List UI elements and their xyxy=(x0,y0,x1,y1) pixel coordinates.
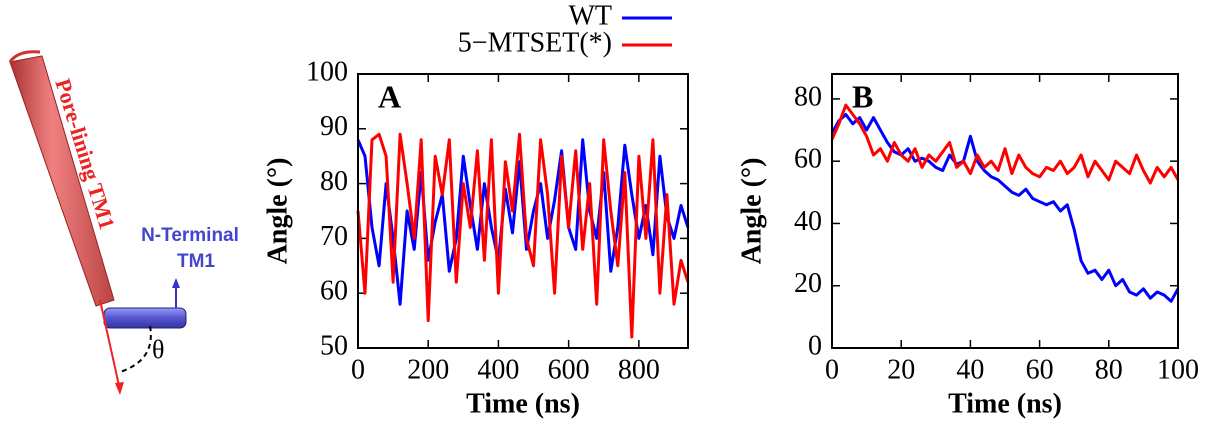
nterm-label: N-Terminal xyxy=(141,225,239,246)
x-tick-label: 60 xyxy=(1026,354,1054,385)
legend-label: WT xyxy=(568,0,612,31)
y-tick-label: 90 xyxy=(320,111,348,142)
x-tick-label: 0 xyxy=(825,354,839,385)
angle-label: θ xyxy=(152,335,164,364)
y-tick-label: 60 xyxy=(320,276,348,307)
x-tick-label: 0 xyxy=(351,354,365,385)
x-tick-label: 40 xyxy=(956,354,984,385)
y-tick-label: 40 xyxy=(794,206,822,237)
x-axis-label: Time (ns) xyxy=(466,388,580,419)
y-tick-label: 0 xyxy=(808,330,822,361)
x-tick-label: 20 xyxy=(887,354,915,385)
plot-frame xyxy=(357,73,689,349)
y-tick-label: 80 xyxy=(320,166,348,197)
nterm-helix xyxy=(103,307,187,329)
x-axis-label: Time (ns) xyxy=(948,388,1062,419)
x-tick-label: 80 xyxy=(1095,354,1123,385)
nterm-label: TM1 xyxy=(177,251,215,272)
x-tick-label: 100 xyxy=(1157,354,1199,385)
x-tick-label: 400 xyxy=(477,354,519,385)
arrow-head xyxy=(172,278,180,288)
y-axis-label: Angle (°) xyxy=(262,158,293,265)
x-tick-label: 600 xyxy=(548,354,590,385)
pore-helix xyxy=(9,55,115,307)
helix-axis-arrow xyxy=(99,299,121,391)
series-line xyxy=(830,103,1180,185)
plot-frame xyxy=(831,73,1179,349)
y-tick-label: 80 xyxy=(794,81,822,112)
arrow-head xyxy=(115,382,124,395)
series-line xyxy=(830,113,1180,303)
y-tick-label: 100 xyxy=(306,56,348,87)
series-line xyxy=(356,132,690,339)
panel-label: A xyxy=(378,78,401,114)
panel-label: B xyxy=(852,78,873,114)
angle-arc xyxy=(119,325,152,373)
helix-cap xyxy=(8,50,41,63)
legend-label: 5−MTSET(*) xyxy=(458,27,612,58)
y-tick-label: 50 xyxy=(320,330,348,361)
x-tick-label: 200 xyxy=(407,354,449,385)
diagram: θ Pore-lining TM1 N-Terminal TM1 xyxy=(8,50,239,395)
y-tick-label: 60 xyxy=(794,144,822,175)
y-tick-label: 20 xyxy=(794,268,822,299)
y-tick-label: 70 xyxy=(320,221,348,252)
x-tick-label: 800 xyxy=(618,354,660,385)
y-axis-label: Angle (°) xyxy=(736,158,767,265)
